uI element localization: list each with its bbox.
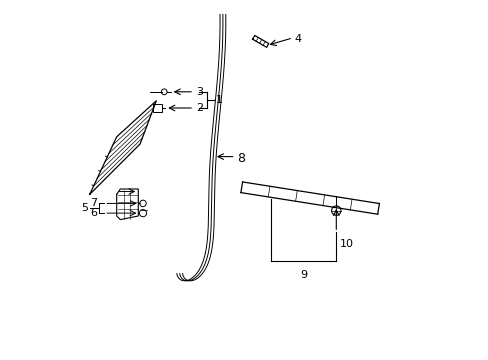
Text: 4: 4 bbox=[294, 34, 302, 44]
Text: 1: 1 bbox=[215, 95, 222, 105]
Text: 10: 10 bbox=[339, 239, 353, 249]
Text: 6: 6 bbox=[90, 208, 97, 218]
Text: 8: 8 bbox=[237, 152, 245, 165]
Bar bbox=[152, 104, 162, 112]
Text: 5: 5 bbox=[81, 203, 88, 213]
Text: 3: 3 bbox=[196, 87, 203, 97]
Text: 9: 9 bbox=[300, 270, 307, 280]
Text: 2: 2 bbox=[196, 103, 203, 113]
Text: 7: 7 bbox=[90, 198, 97, 208]
